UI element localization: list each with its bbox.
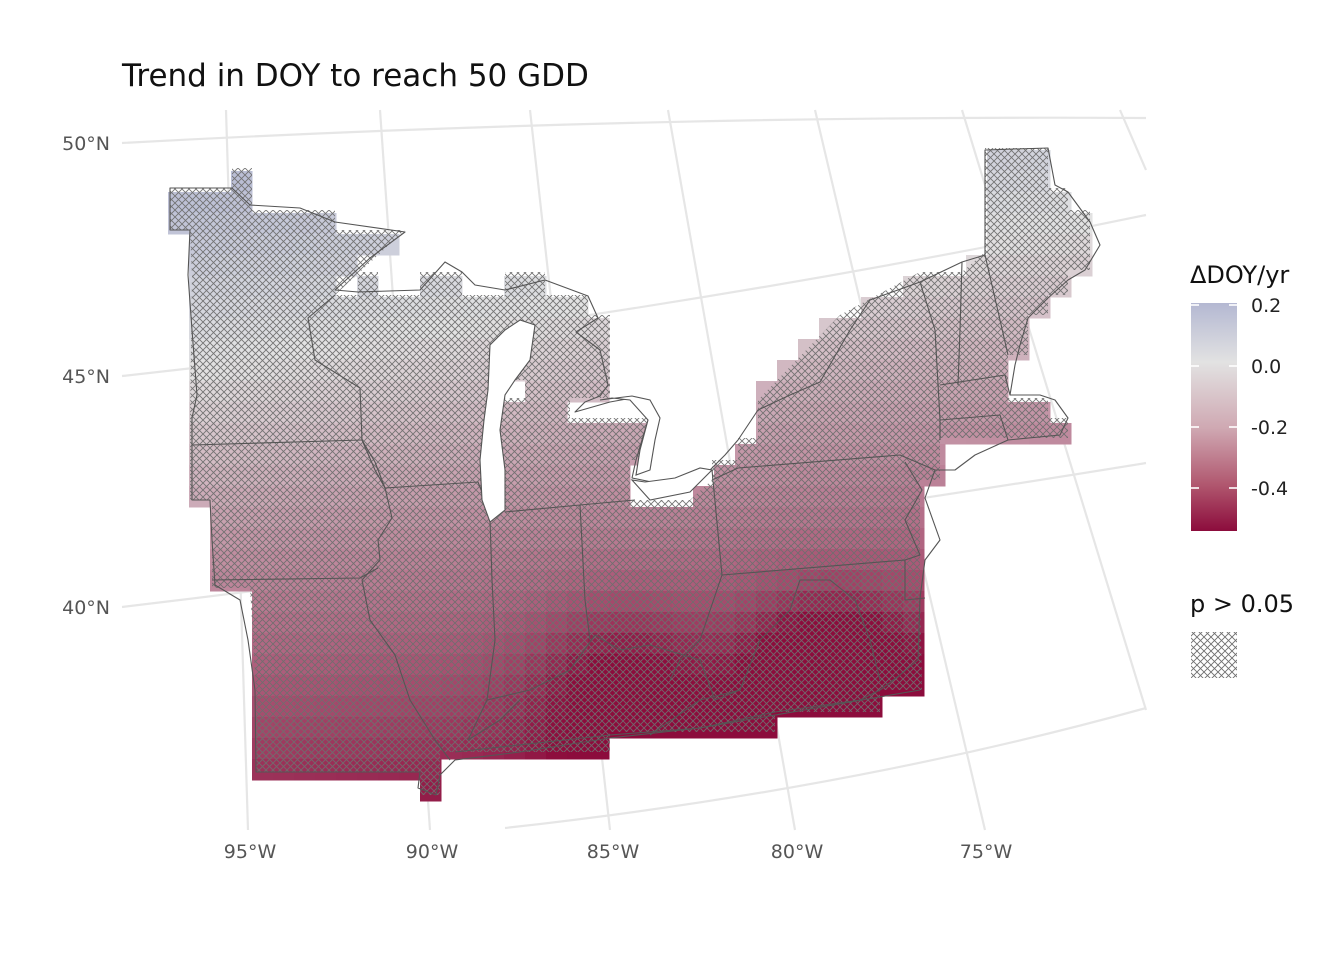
map-title: Trend in DOY to reach 50 GDD <box>121 58 589 94</box>
lake-michigan <box>479 319 536 523</box>
pattern-legend-key <box>1191 632 1237 678</box>
fill-legend-title: ΔDOY/yr <box>1190 261 1289 289</box>
border-ky-tn <box>454 727 701 753</box>
nonsignificant-hatch <box>170 148 1090 795</box>
lon-label-75w: 75°W <box>960 841 1013 863</box>
fill-legend-tick-2: -0.2 <box>1251 417 1288 439</box>
border-nj-pa <box>904 461 923 561</box>
fill-legend-tick-3: -0.4 <box>1251 478 1288 500</box>
border-in-oh <box>579 504 591 641</box>
border-ny-vt <box>919 281 941 440</box>
hatch-region <box>170 148 1090 795</box>
fill-legend: ΔDOY/yr 0.2 0.0 -0.2 -0.4 <box>1190 261 1289 531</box>
border-va-nc <box>699 689 921 729</box>
border-mn-wi <box>307 294 386 489</box>
border-ky-va <box>649 689 741 736</box>
border-de-md <box>904 560 926 601</box>
border-il-in <box>467 519 496 741</box>
great-lakes <box>479 319 714 523</box>
lon-label-80w: 80°W <box>771 841 824 863</box>
graticule-line-50n <box>121 116 1147 145</box>
region-outline <box>169 147 1101 796</box>
graticule-line-35n <box>504 706 1147 830</box>
border-oh-pa <box>711 469 723 576</box>
border-wv-va <box>739 579 856 691</box>
border-pa-md <box>721 559 906 576</box>
border-ma <box>939 374 1011 396</box>
border-pa-ny <box>711 454 936 481</box>
lake-erie <box>630 467 714 501</box>
border-mo-il <box>361 579 451 761</box>
border-il-ky <box>467 699 521 741</box>
fill-legend-tick-0: 0.2 <box>1251 295 1281 317</box>
lon-axis-labels: 95°W 90°W 85°W 80°W 75°W <box>224 841 1013 863</box>
border-md-va <box>854 599 881 681</box>
lon-label-85w: 85°W <box>587 841 640 863</box>
border-ia-mo <box>211 567 379 581</box>
graticule-line-65w <box>1118 109 1148 171</box>
border-mn-ia <box>191 439 363 446</box>
lon-label-90w: 90°W <box>406 841 459 863</box>
border-in-ky <box>486 634 651 701</box>
lat-axis-labels: 50°N 45°N 40°N <box>62 133 110 619</box>
pattern-legend: p > 0.05 <box>1190 590 1294 678</box>
border-vt-nh <box>957 261 963 386</box>
border-oh-wv <box>669 574 723 681</box>
fill-legend-colorbar <box>1191 303 1237 531</box>
lake-huron <box>599 395 661 476</box>
border-ia-il <box>361 439 393 581</box>
border-ky-wv <box>649 644 741 701</box>
lat-label-50n: 50°N <box>62 133 110 155</box>
fill-legend-ticks <box>1191 304 1237 489</box>
fill-legend-tick-1: 0.0 <box>1251 356 1281 378</box>
pattern-legend-title: p > 0.05 <box>1190 590 1294 618</box>
state-borders <box>169 147 1101 796</box>
border-ct-ri <box>939 414 1009 441</box>
lon-label-95w: 95°W <box>224 841 277 863</box>
border-nh-me <box>984 254 1009 356</box>
lat-label-45n: 45°N <box>62 366 110 388</box>
lat-label-40n: 40°N <box>62 597 110 619</box>
